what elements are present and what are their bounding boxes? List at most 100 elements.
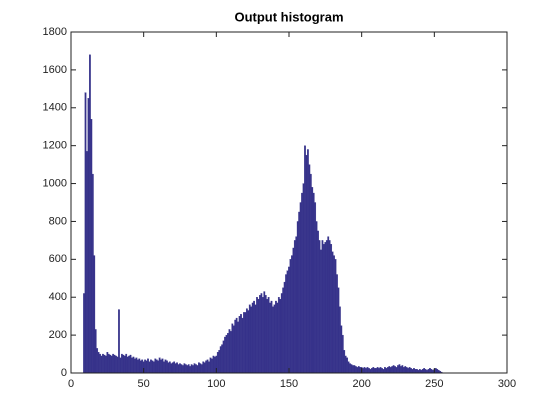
bar xyxy=(99,353,101,374)
bar xyxy=(89,54,91,374)
y-tick-label: 1800 xyxy=(43,26,67,38)
bar xyxy=(148,361,151,374)
bar xyxy=(270,300,273,374)
bar xyxy=(237,321,240,374)
bar xyxy=(163,361,165,374)
bar xyxy=(352,365,354,374)
bar xyxy=(200,364,203,374)
bar xyxy=(429,368,431,374)
bar xyxy=(343,350,346,374)
x-tick-label: 200 xyxy=(352,378,370,390)
bar xyxy=(212,355,215,374)
bar xyxy=(318,240,321,374)
bar xyxy=(370,368,373,374)
bar xyxy=(293,240,296,374)
bar xyxy=(250,306,253,374)
bar xyxy=(408,367,411,374)
bar xyxy=(376,367,379,374)
bar xyxy=(222,340,225,374)
bar xyxy=(301,192,303,374)
bar xyxy=(144,359,146,374)
bar xyxy=(328,240,331,374)
bar xyxy=(90,118,93,374)
bar xyxy=(186,365,189,374)
bar xyxy=(97,352,100,374)
x-tick-label: 300 xyxy=(498,378,516,390)
bar xyxy=(307,149,309,374)
bar xyxy=(312,192,315,374)
bar xyxy=(407,368,410,374)
bar xyxy=(208,361,210,374)
bar xyxy=(238,316,241,374)
bar xyxy=(296,221,299,374)
bar xyxy=(241,317,244,374)
bar xyxy=(157,360,160,374)
bar xyxy=(333,255,335,374)
bar xyxy=(350,364,353,374)
bar xyxy=(136,359,139,374)
bar xyxy=(369,369,372,374)
bar xyxy=(386,367,389,374)
bar xyxy=(391,366,394,374)
bar xyxy=(187,364,190,374)
bar xyxy=(402,367,405,374)
bar xyxy=(184,364,187,374)
bar xyxy=(209,357,212,374)
bar xyxy=(404,366,407,374)
bar xyxy=(125,353,128,374)
bar xyxy=(155,359,158,374)
bar xyxy=(382,369,385,374)
bar xyxy=(96,348,99,374)
bar xyxy=(119,357,122,374)
bar xyxy=(138,358,141,374)
bar xyxy=(321,240,324,374)
bar xyxy=(411,369,414,374)
bar xyxy=(247,310,250,374)
bar xyxy=(102,353,104,374)
bar xyxy=(315,221,318,374)
bar xyxy=(330,244,333,374)
bar xyxy=(115,355,117,374)
bar xyxy=(405,367,408,374)
bar xyxy=(392,365,395,374)
bar xyxy=(401,365,404,374)
bar xyxy=(154,358,157,374)
bar xyxy=(192,365,194,374)
bar xyxy=(129,354,132,374)
bar xyxy=(93,255,96,374)
bar xyxy=(275,300,277,374)
bar xyxy=(106,352,109,374)
bar xyxy=(334,259,337,374)
bar xyxy=(198,362,200,374)
bar xyxy=(394,366,396,374)
bar xyxy=(378,368,380,374)
bar xyxy=(152,361,155,374)
bar xyxy=(295,236,298,374)
bar xyxy=(224,336,226,374)
bar xyxy=(414,369,417,374)
bar xyxy=(302,183,305,374)
bar xyxy=(263,291,266,374)
bar xyxy=(139,360,142,374)
bar xyxy=(227,333,229,374)
x-tick-label: 100 xyxy=(207,378,225,390)
bar xyxy=(381,368,383,374)
bar xyxy=(164,359,167,374)
bar xyxy=(338,306,341,374)
bar xyxy=(365,368,367,374)
bar xyxy=(298,211,301,374)
bar xyxy=(161,358,164,374)
bar xyxy=(260,293,263,374)
bar xyxy=(424,369,427,374)
bar xyxy=(120,353,123,374)
bar xyxy=(357,366,360,374)
x-tick-label: 150 xyxy=(280,378,298,390)
y-tick-label: 1200 xyxy=(43,140,67,152)
bar xyxy=(240,314,242,374)
y-tick-label: 200 xyxy=(49,329,67,341)
bar xyxy=(211,358,213,374)
bar xyxy=(257,298,260,374)
bar xyxy=(347,361,350,374)
bar xyxy=(267,297,270,374)
bar xyxy=(379,367,382,374)
